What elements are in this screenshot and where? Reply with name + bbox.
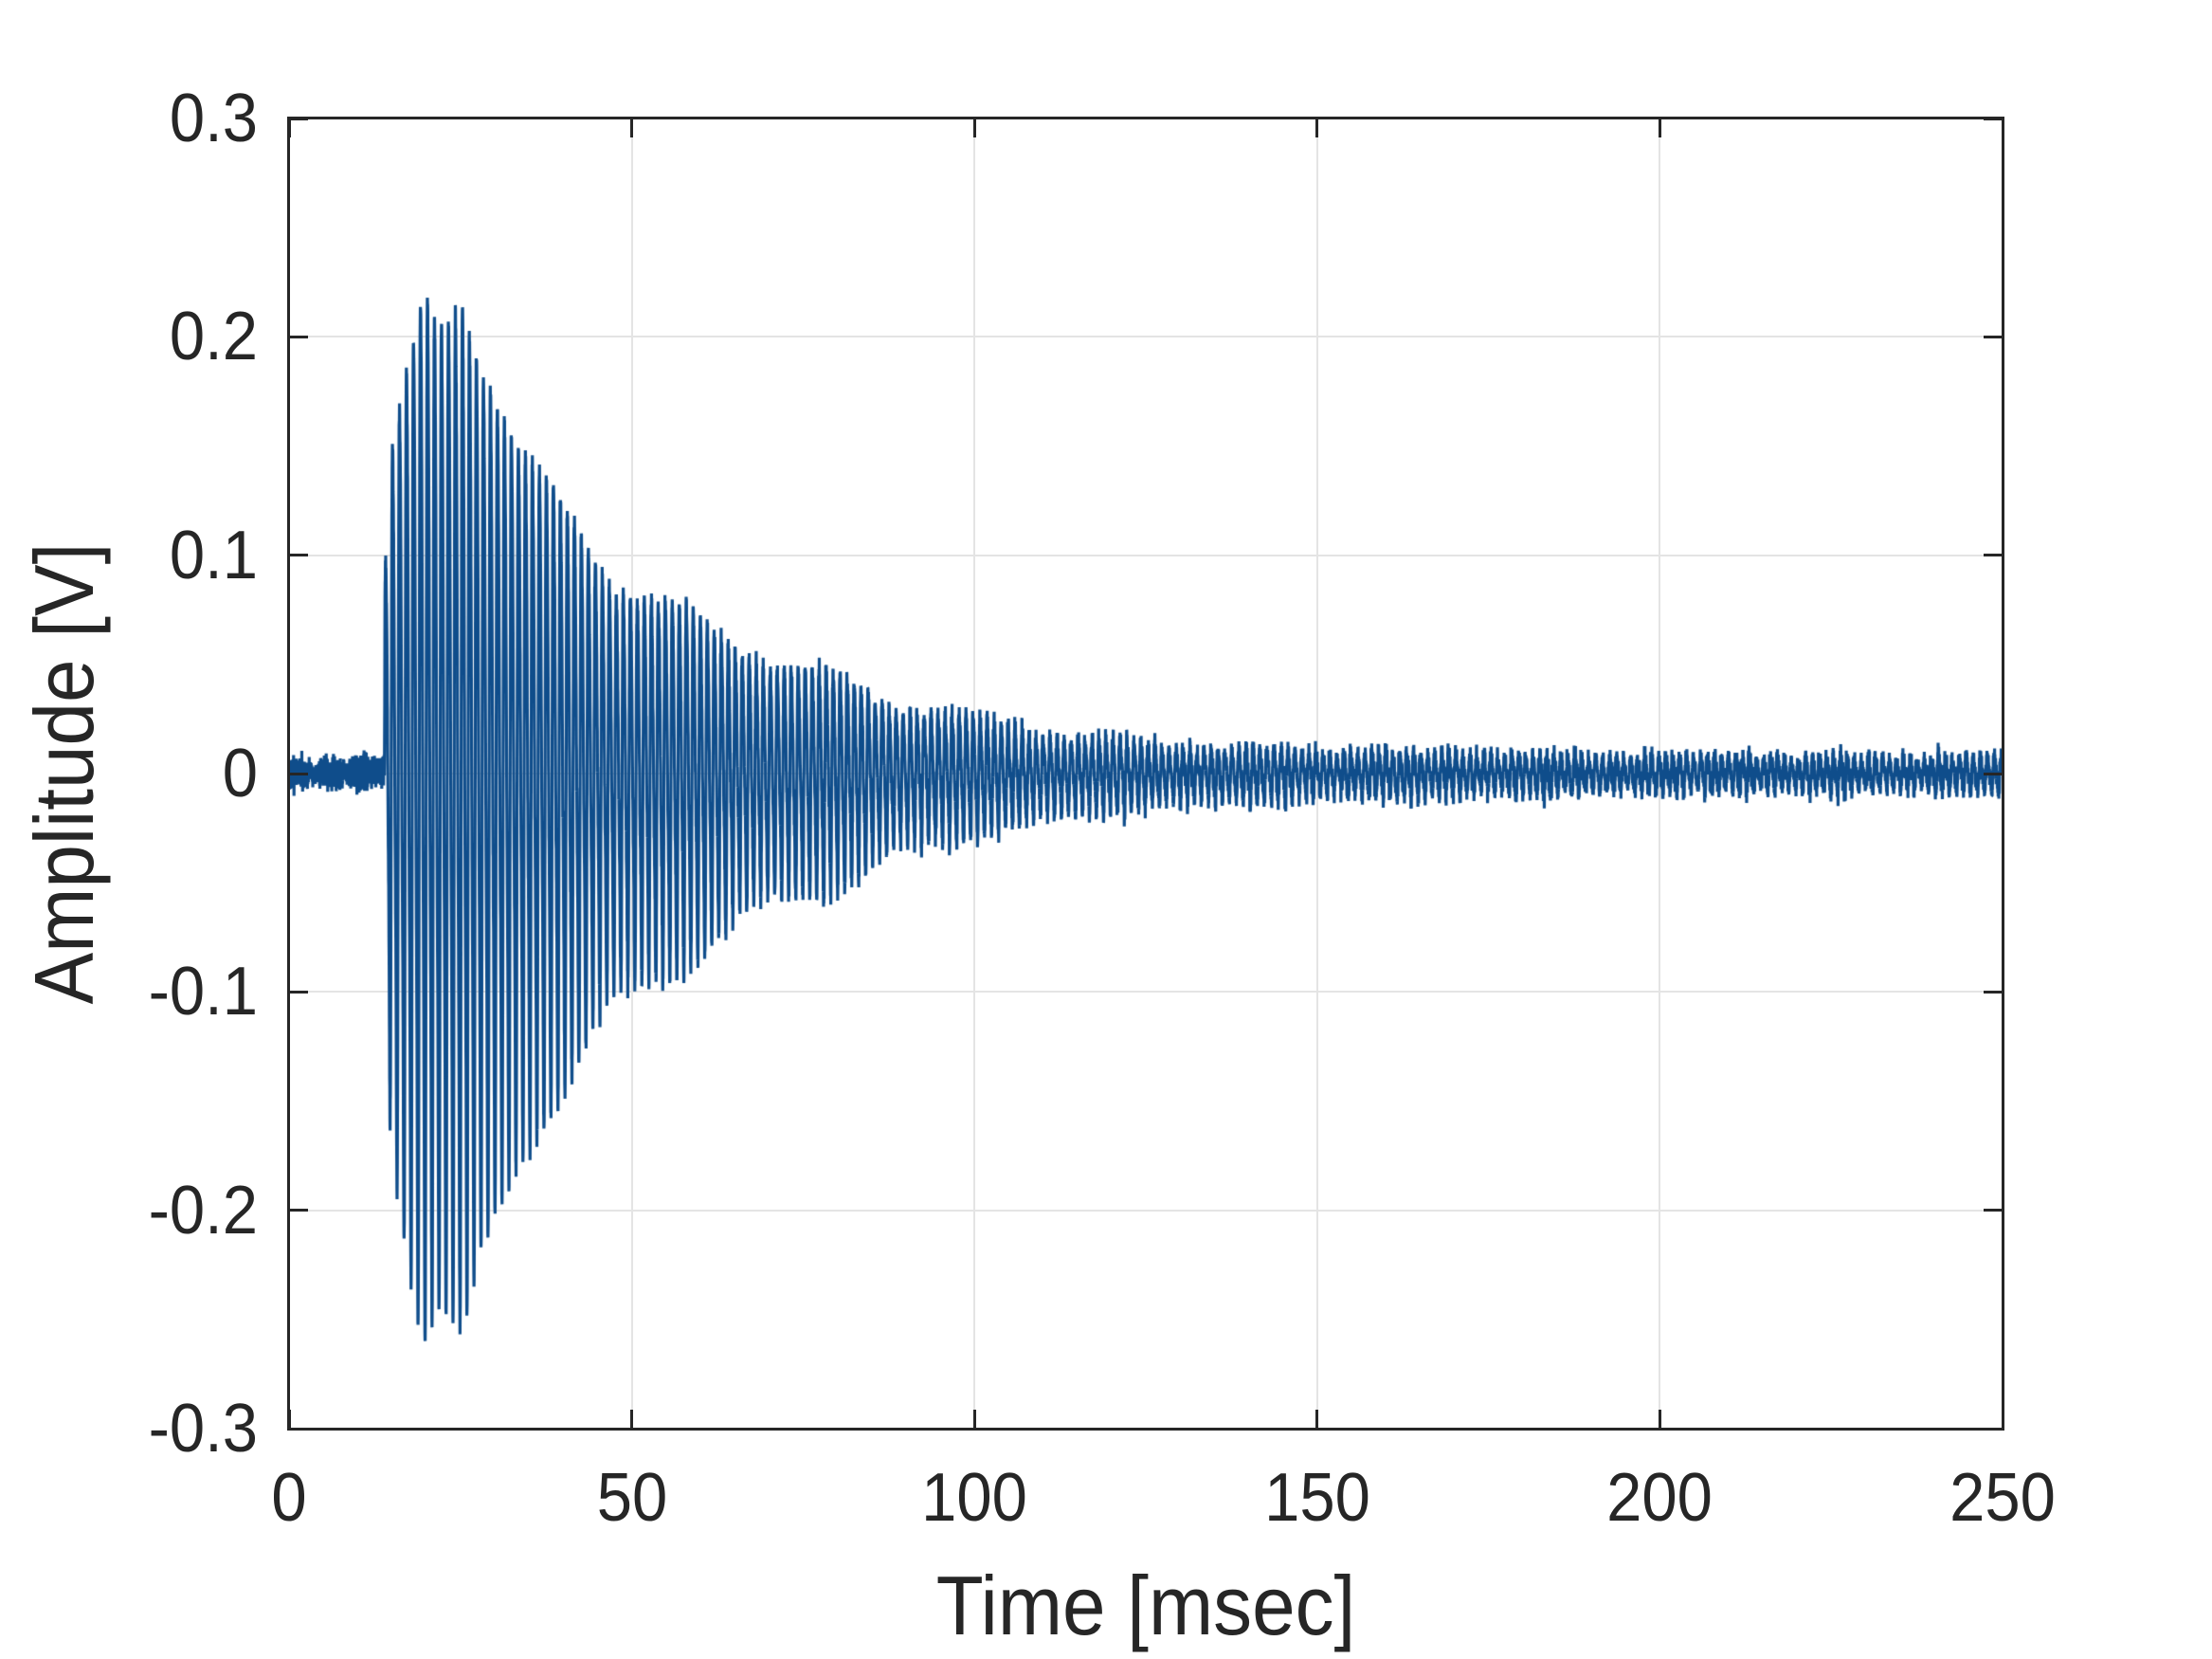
y-tick-label: 0.3: [169, 81, 258, 156]
x-tick-label: 50: [596, 1460, 667, 1536]
x-tick-mark-top: [1658, 118, 1661, 137]
y-tick-mark: [289, 1427, 308, 1431]
x-tick-label: 200: [1606, 1460, 1713, 1536]
y-tick-mark-right: [1984, 335, 2003, 338]
x-tick-mark: [1658, 1410, 1661, 1429]
x-tick-mark-top: [972, 118, 976, 137]
x-tick-mark: [287, 1410, 291, 1429]
y-tick-mark-right: [1984, 772, 2003, 775]
y-tick-mark: [289, 554, 308, 557]
y-tick-mark-right: [1984, 1209, 2003, 1212]
y-tick-mark-right: [1984, 1427, 2003, 1431]
y-tick-label: 0.2: [169, 299, 258, 375]
y-tick-mark-right: [1984, 990, 2003, 994]
y-axis-label: Amplitude [V]: [17, 542, 111, 1005]
x-tick-mark: [630, 1410, 634, 1429]
x-tick-mark: [972, 1410, 976, 1429]
x-tick-mark-top: [287, 118, 291, 137]
y-tick-mark-right: [1984, 554, 2003, 557]
y-tick-mark: [289, 990, 308, 994]
x-tick-label: 100: [921, 1460, 1028, 1536]
waveform-plot-area: [289, 118, 2003, 1429]
y-tick-label: -0.2: [148, 1172, 258, 1249]
x-tick-mark-top: [1315, 118, 1319, 137]
y-tick-mark: [289, 335, 308, 338]
y-tick-label: 0.1: [169, 517, 258, 593]
x-tick-mark-top: [630, 118, 634, 137]
x-tick-label: 0: [271, 1460, 307, 1536]
x-tick-mark: [1315, 1410, 1319, 1429]
x-tick-mark-top: [2001, 118, 2004, 137]
y-tick-mark: [289, 1209, 308, 1212]
y-tick-label: -0.3: [148, 1391, 258, 1467]
x-tick-label: 150: [1263, 1460, 1370, 1536]
x-tick-label: 250: [1949, 1460, 2056, 1536]
y-tick-mark: [289, 117, 308, 120]
y-tick-label: 0: [222, 736, 258, 811]
x-axis-label: Time [msec]: [935, 1559, 1356, 1652]
x-tick-mark: [2001, 1410, 2004, 1429]
y-tick-mark: [289, 772, 308, 775]
y-tick-mark-right: [1984, 117, 2003, 120]
y-tick-label: -0.1: [148, 954, 258, 1030]
